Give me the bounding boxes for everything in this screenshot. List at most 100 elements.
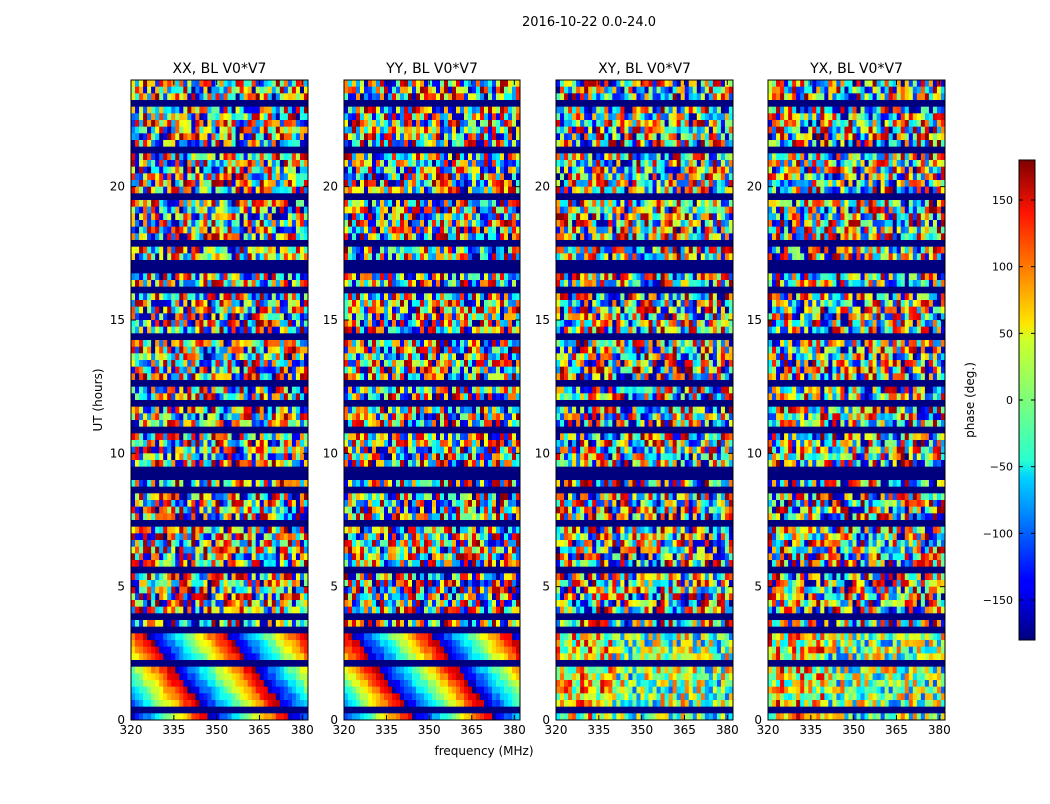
heatmap-cell [295, 553, 301, 561]
heatmap-cell [199, 353, 204, 361]
heatmap-cell [231, 413, 236, 421]
heatmap-cell [444, 120, 449, 128]
heatmap-cell [199, 173, 204, 181]
heatmap-cell [239, 266, 245, 274]
heatmap-cell [203, 180, 208, 188]
heatmap-cell [295, 486, 301, 494]
heatmap-cell [283, 100, 289, 108]
heatmap-cell [279, 706, 285, 714]
heatmap-cell [199, 513, 204, 521]
heatmap-cell [243, 246, 249, 254]
heatmap-cell [171, 366, 176, 374]
heatmap-cell [167, 700, 172, 708]
heatmap-cell [243, 606, 249, 614]
heatmap-cell [392, 113, 397, 121]
heatmap-cell [247, 620, 253, 628]
heatmap-cell [195, 580, 200, 588]
heatmap-cell [199, 640, 204, 648]
heatmap-cell [488, 106, 493, 114]
heatmap-cell [143, 506, 148, 514]
heatmap-cell [223, 213, 228, 221]
heatmap-cell [299, 380, 305, 388]
heatmap-cell [259, 80, 265, 88]
heatmap-cell [159, 346, 164, 354]
heatmap-cell [231, 106, 236, 114]
heatmap-cell [271, 586, 277, 594]
heatmap-cell [191, 153, 196, 161]
heatmap-cell [267, 180, 273, 188]
heatmap-cell [231, 460, 236, 468]
heatmap-cell [291, 106, 297, 114]
heatmap-cell [239, 113, 245, 121]
heatmap-cell [468, 106, 473, 114]
heatmap-cell [155, 593, 160, 601]
heatmap-cell [235, 426, 241, 434]
heatmap-cell [279, 233, 285, 241]
heatmap-cell [480, 173, 485, 181]
heatmap-cell [299, 406, 305, 414]
heatmap-cell [480, 186, 485, 194]
heatmap-cell [135, 226, 140, 234]
heatmap-cell [171, 580, 176, 588]
heatmap-cell [291, 693, 297, 701]
heatmap-cell [183, 146, 188, 154]
heatmap-cell [155, 300, 160, 308]
heatmap-cell [207, 273, 212, 281]
heatmap-cell [199, 586, 204, 594]
heatmap-cell [384, 113, 389, 121]
heatmap-cell [243, 253, 249, 261]
heatmap-cell [263, 473, 269, 481]
heatmap-cell [155, 373, 160, 381]
heatmap-cell [163, 153, 168, 161]
heatmap-cell [468, 153, 473, 161]
heatmap-cell [195, 266, 200, 274]
heatmap-cell [303, 673, 309, 681]
heatmap-cell [195, 393, 200, 401]
heatmap-cell [179, 680, 184, 688]
heatmap-cell [235, 326, 241, 334]
heatmap-cell [187, 266, 192, 274]
heatmap-cell [215, 526, 220, 534]
heatmap-cell [508, 186, 513, 194]
heatmap-cell [287, 473, 293, 481]
heatmap-cell [303, 540, 309, 548]
heatmap-cell [267, 466, 273, 474]
heatmap-cell [464, 133, 469, 141]
heatmap-cell [400, 153, 405, 161]
heatmap-cell [464, 186, 469, 194]
heatmap-cell [191, 160, 196, 168]
heatmap-cell [163, 360, 168, 368]
heatmap-cell [143, 106, 148, 114]
heatmap-cell [155, 480, 160, 488]
heatmap-cell [171, 686, 176, 694]
heatmap-cell [283, 626, 289, 634]
heatmap-cell [255, 140, 261, 148]
heatmap-cell [167, 660, 172, 668]
heatmap-cell [299, 386, 305, 394]
heatmap-cell [235, 333, 241, 341]
heatmap-cell [259, 346, 265, 354]
heatmap-cell [412, 146, 417, 154]
heatmap-cell [231, 293, 236, 301]
heatmap-cell [139, 120, 144, 128]
heatmap-cell [243, 486, 249, 494]
heatmap-cell [263, 600, 269, 608]
heatmap-cell [468, 100, 473, 108]
heatmap-cell [195, 633, 200, 641]
heatmap-cell [295, 546, 301, 554]
heatmap-cell [287, 306, 293, 314]
heatmap-cell [207, 633, 212, 641]
heatmap-cell [147, 133, 152, 141]
heatmap-cell [247, 360, 253, 368]
heatmap-cell [187, 526, 192, 534]
heatmap-cell [219, 166, 224, 174]
heatmap-cell [243, 613, 249, 621]
heatmap-cell [215, 566, 220, 574]
heatmap-cell [199, 546, 204, 554]
heatmap-cell [211, 286, 216, 294]
heatmap-cell [139, 646, 144, 654]
heatmap-cell [436, 126, 441, 134]
heatmap-cell [187, 366, 192, 374]
heatmap-cell [143, 293, 148, 301]
heatmap-cell [151, 513, 156, 521]
